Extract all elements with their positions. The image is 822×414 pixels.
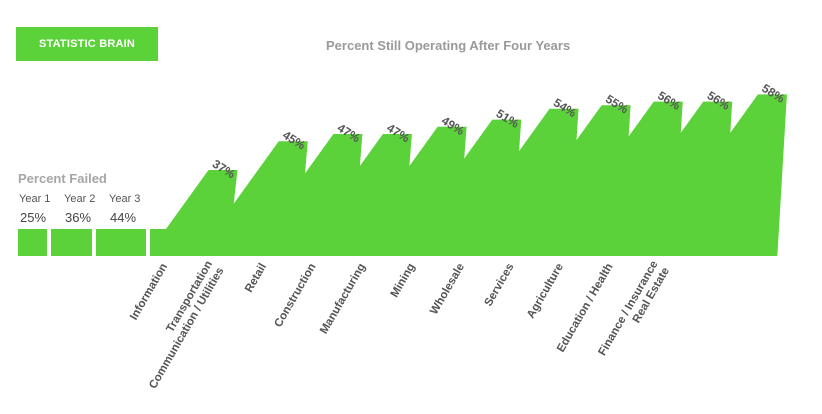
- year-1-label: Year 1: [19, 193, 51, 205]
- category-label: Wholesale: [428, 262, 467, 317]
- category-label: Services: [483, 262, 517, 309]
- category-label-line: Information: [128, 262, 170, 323]
- brand-badge: STATISTIC BRAIN: [16, 27, 158, 61]
- category-label: Construction: [272, 262, 318, 330]
- category-label-line: Mining: [389, 262, 418, 300]
- category-label-line: Construction: [272, 262, 318, 330]
- year-1-value: 25%: [20, 210, 47, 225]
- category-label: Information: [128, 262, 170, 323]
- year-2-value: 36%: [65, 210, 92, 225]
- year-2-label: Year 2: [64, 193, 96, 205]
- failed-year-1-block: [18, 229, 47, 256]
- category-label: Mining: [389, 262, 418, 300]
- category-label-line: Agriculture: [525, 262, 566, 321]
- category-label-line: Manufacturing: [318, 262, 368, 337]
- category-label: Agriculture: [525, 262, 566, 321]
- failed-year-2-block: [51, 229, 92, 256]
- year-3-label: Year 3: [109, 193, 141, 205]
- failed-year-3-block: [96, 229, 146, 256]
- industry-bar: [645, 94, 787, 257]
- category-label-line: Services: [483, 262, 517, 309]
- category-label-line: Retail: [243, 262, 269, 295]
- category-label: Manufacturing: [318, 262, 368, 337]
- category-label: Retail: [243, 262, 269, 295]
- category-label-line: Wholesale: [428, 262, 467, 317]
- percent-failed-heading: Percent Failed: [18, 171, 107, 186]
- year-3-value: 44%: [110, 210, 137, 225]
- chart-title: Percent Still Operating After Four Years: [326, 38, 571, 53]
